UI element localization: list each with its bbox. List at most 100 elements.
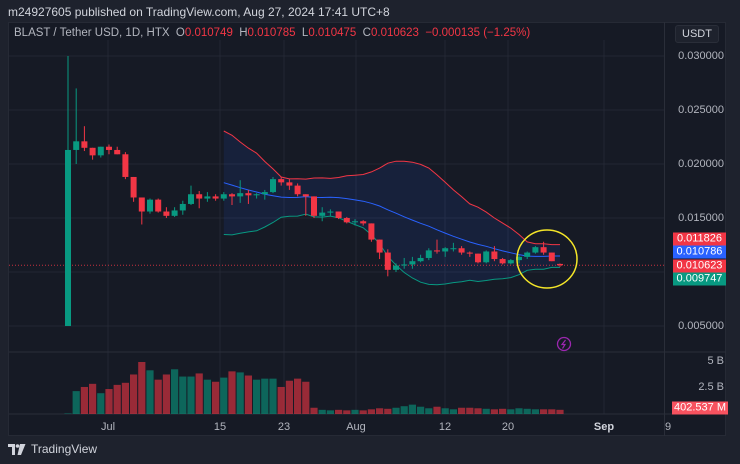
volume-bar: [458, 407, 466, 414]
volume-bar: [548, 409, 556, 414]
volume-bar: [64, 413, 72, 414]
volume-tick: 5 B: [707, 355, 724, 367]
candle-body: [278, 179, 285, 183]
symbol-title: BLAST / Tether USD, 1D, HTX: [14, 27, 170, 39]
volume-bar: [531, 409, 539, 414]
bollinger-upper-line: [223, 130, 560, 246]
high-value: 0.010785: [247, 27, 296, 39]
chart-frame[interactable]: [8, 22, 726, 436]
candle-body: [286, 182, 293, 186]
low-value: 0.010475: [308, 27, 357, 39]
candle-body: [220, 194, 227, 199]
candle-body: [466, 252, 473, 254]
bollinger-basis-line: [223, 182, 560, 257]
volume-bar: [482, 408, 490, 414]
close-value: 0.010623: [370, 27, 419, 39]
candle-body: [393, 265, 399, 270]
candle-body: [483, 251, 490, 263]
candle-body: [401, 264, 408, 266]
candle-body: [122, 154, 129, 177]
time-tick: 12: [438, 421, 452, 433]
time-tick: Jul: [100, 421, 116, 433]
candle-body: [294, 185, 301, 195]
candle-body: [302, 194, 309, 197]
time-tick: 23: [277, 421, 291, 433]
symbol-legend: BLAST / Tether USD, 1D, HTX O0.010749 H0…: [14, 27, 530, 39]
tradingview-branding[interactable]: TradingView: [8, 442, 97, 456]
volume-bar: [162, 374, 170, 414]
volume-bar: [130, 374, 138, 414]
candle-body: [450, 248, 457, 250]
candle-body: [196, 194, 203, 199]
candle-body: [163, 211, 170, 216]
volume-bar: [367, 409, 375, 414]
volume-bar: [408, 404, 416, 414]
volume-bar: [343, 410, 351, 414]
price-tick: 0.020000: [678, 158, 724, 170]
volume-bar: [187, 376, 195, 414]
low-label: L: [301, 27, 309, 39]
volume-bar: [326, 410, 334, 414]
candle-body: [343, 218, 350, 223]
candle-body: [434, 250, 440, 252]
high-label: H: [239, 27, 248, 39]
candle-body: [106, 146, 112, 150]
candle-body: [114, 149, 121, 155]
volume-bar: [97, 393, 105, 414]
volume-bar: [335, 409, 343, 414]
publisher-line: m24927605 published on TradingView.com, …: [8, 5, 390, 19]
volume-bar: [425, 408, 433, 414]
volume-bar: [449, 409, 457, 414]
volume-bar: [269, 378, 277, 414]
price-axis[interactable]: [664, 22, 726, 436]
last-volume-tag: 402.537 M: [672, 401, 728, 415]
volume-bar: [236, 372, 244, 414]
candle-body: [179, 203, 186, 211]
price-tick: 0.025000: [678, 104, 724, 116]
time-tick: 20: [501, 421, 515, 433]
last-price-tag: 0.010623: [673, 259, 726, 273]
volume-bar: [121, 382, 129, 414]
currency-button[interactable]: USDT: [675, 25, 719, 43]
candle-body: [384, 252, 391, 270]
candle-body: [73, 141, 80, 150]
candle-body: [524, 252, 531, 257]
open-label: O: [175, 27, 185, 39]
volume-bar: [441, 408, 449, 414]
price-tick: 0.015000: [678, 212, 724, 224]
volume-bar: [302, 381, 310, 414]
lightning-icon-glyph: [560, 339, 567, 349]
candle-body: [138, 197, 145, 212]
price-tick: 0.005000: [678, 320, 724, 332]
candle-body: [516, 256, 522, 261]
bb-lower-tag: 0.009747: [673, 272, 726, 286]
candle-body: [212, 196, 219, 199]
volume-bar: [171, 369, 179, 414]
candle-body: [204, 196, 211, 199]
volume-bar: [228, 371, 236, 414]
volume-bar: [138, 362, 146, 414]
time-tick: Sep: [593, 421, 615, 433]
candle-body: [540, 247, 547, 253]
bb-upper-tag: 0.011826: [673, 232, 726, 246]
candle-body: [360, 221, 367, 224]
volume-bar: [515, 408, 523, 414]
publish-bar: m24927605 published on TradingView.com, …: [0, 0, 740, 22]
volume-bar: [433, 406, 441, 414]
candle-body: [557, 263, 563, 266]
change-value: −0.000135 (−1.25%): [425, 27, 531, 39]
volume-bar: [220, 377, 228, 414]
volume-bar: [154, 379, 162, 414]
volume-tick: 2.5 B: [698, 381, 724, 393]
time-tick: 15: [213, 421, 227, 433]
volume-bar: [80, 386, 88, 414]
candle-body: [253, 194, 260, 196]
candle-body: [65, 149, 71, 326]
candle-body: [327, 211, 334, 213]
volume-bar: [384, 408, 392, 414]
volume-bar: [466, 407, 474, 414]
open-value: 0.010749: [184, 27, 233, 39]
candle-body: [89, 147, 96, 156]
volume-bar: [417, 406, 425, 414]
